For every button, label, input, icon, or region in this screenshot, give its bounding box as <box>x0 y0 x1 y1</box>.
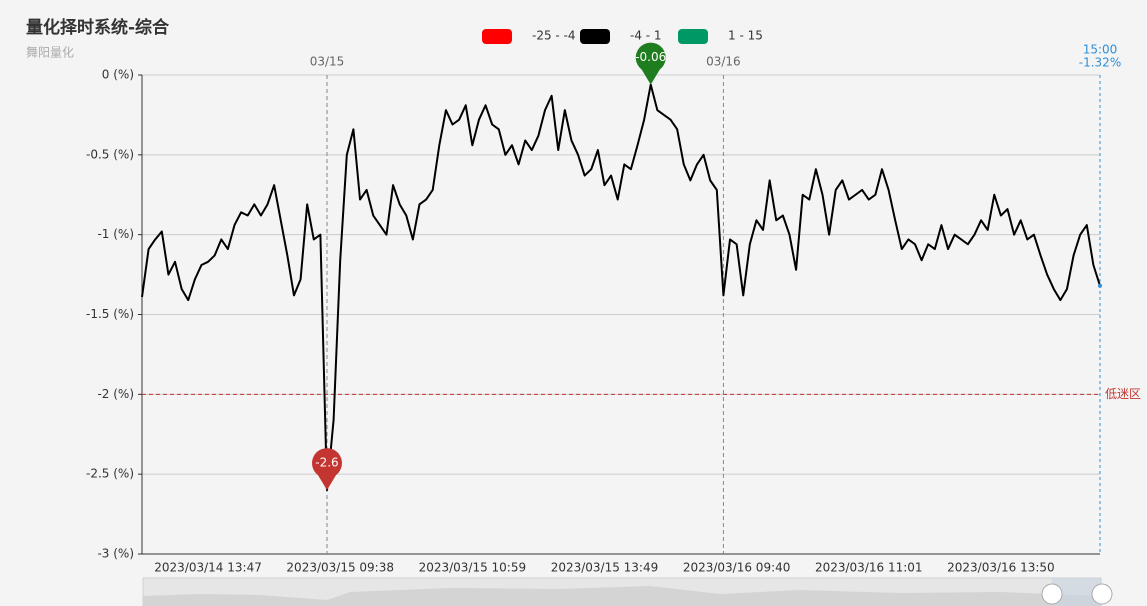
mark-pin-label: -0.06 <box>635 50 666 64</box>
x-tick-label: 2023/03/15 13:49 <box>551 561 659 575</box>
legend-label: -4 - 1 <box>630 29 662 43</box>
mark-pin-label: -2.6 <box>315 456 338 470</box>
zoom-handle[interactable] <box>1091 583 1113 605</box>
day-marker-label: 03/15 <box>310 55 345 69</box>
end-value-label: -1.32% <box>1079 56 1121 70</box>
line <box>141 83 1101 492</box>
y-tick-label: -2 (%) <box>97 387 134 401</box>
legend-label: -25 - -4 <box>532 29 576 43</box>
x-tick-label: 2023/03/15 10:59 <box>419 561 527 575</box>
day-marker-label: 03/16 <box>706 55 741 69</box>
y-tick-label: -3 (%) <box>97 547 134 561</box>
legend-label: 1 - 15 <box>728 29 763 43</box>
mark-pin <box>311 448 342 491</box>
data-zoom <box>142 577 1113 606</box>
mark-pin <box>635 42 666 85</box>
zoom-handle[interactable] <box>1041 583 1063 605</box>
y-tick-label: 0 (%) <box>102 68 134 82</box>
end-time-label: 15:00 <box>1083 43 1118 57</box>
x-tick-label: 2023/03/15 09:38 <box>286 561 394 575</box>
y-tick-label: -1 (%) <box>97 227 134 241</box>
x-tick-label: 2023/03/16 13:50 <box>947 561 1055 575</box>
x-tick-label: 2023/03/14 13:47 <box>154 561 262 575</box>
legend-swatch <box>678 29 708 44</box>
legend-swatch <box>482 29 512 44</box>
x-tick-label: 2023/03/16 09:40 <box>683 561 791 575</box>
y-tick-label: -1.5 (%) <box>86 307 134 321</box>
chart-title: 量化择时系统-综合 <box>26 17 170 38</box>
x-tick-label: 2023/03/16 11:01 <box>815 561 923 575</box>
end-marker <box>1098 283 1102 288</box>
y-tick-label: -0.5 (%) <box>86 147 134 161</box>
threshold-label: 低迷区 <box>1105 387 1141 401</box>
y-tick-label: -2.5 (%) <box>86 467 134 481</box>
legend-swatch <box>580 29 610 44</box>
chart-subtitle: 舞阳量化 <box>26 46 74 60</box>
zoom-shadow <box>143 586 1100 606</box>
